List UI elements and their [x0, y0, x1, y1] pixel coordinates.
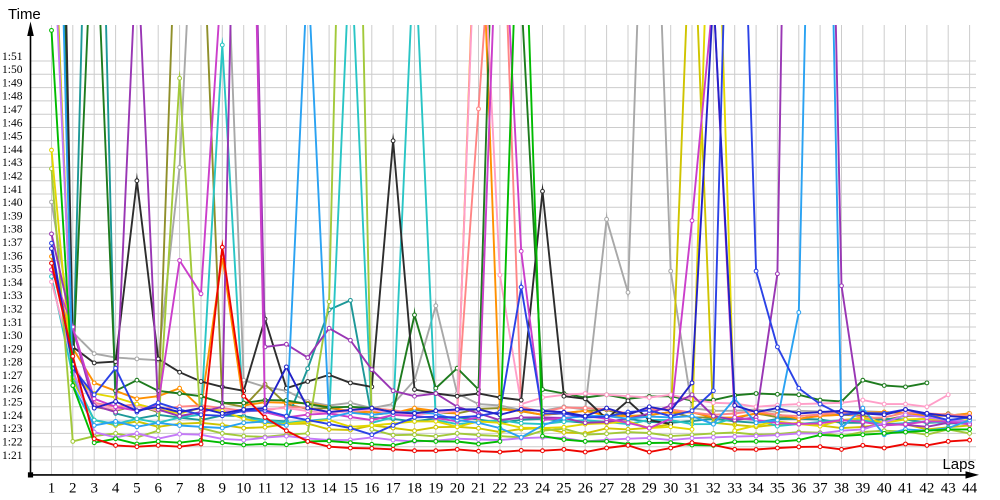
- svg-text:9: 9: [219, 481, 227, 497]
- svg-text:1:47: 1:47: [2, 104, 23, 116]
- svg-text:21: 21: [471, 481, 486, 497]
- svg-text:22: 22: [492, 481, 507, 497]
- svg-text:24: 24: [535, 481, 551, 497]
- svg-text:33: 33: [727, 481, 742, 497]
- svg-text:1:49: 1:49: [2, 77, 23, 89]
- svg-text:1:40: 1:40: [2, 197, 23, 209]
- svg-text:19: 19: [428, 481, 443, 497]
- svg-text:16: 16: [364, 481, 380, 497]
- svg-text:1:22: 1:22: [2, 437, 23, 449]
- svg-text:41: 41: [898, 481, 913, 497]
- svg-text:12: 12: [279, 481, 294, 497]
- svg-text:5: 5: [133, 481, 141, 497]
- svg-text:1:46: 1:46: [2, 117, 23, 129]
- svg-text:7: 7: [176, 481, 184, 497]
- svg-text:43: 43: [941, 481, 956, 497]
- svg-text:34: 34: [749, 481, 765, 497]
- svg-text:1:30: 1:30: [2, 330, 23, 342]
- svg-text:1:50: 1:50: [2, 64, 23, 76]
- svg-text:1:36: 1:36: [2, 250, 23, 262]
- svg-text:1:37: 1:37: [2, 237, 23, 249]
- svg-text:1:51: 1:51: [2, 51, 23, 63]
- svg-text:10: 10: [236, 481, 251, 497]
- svg-text:1: 1: [48, 481, 56, 497]
- svg-text:39: 39: [855, 481, 870, 497]
- svg-text:38: 38: [834, 481, 849, 497]
- svg-text:1:39: 1:39: [2, 210, 23, 222]
- svg-text:14: 14: [322, 481, 338, 497]
- svg-text:11: 11: [258, 481, 272, 497]
- svg-text:1:29: 1:29: [2, 343, 23, 355]
- svg-text:29: 29: [642, 481, 657, 497]
- svg-text:1:35: 1:35: [2, 264, 23, 276]
- svg-text:18: 18: [407, 481, 422, 497]
- svg-text:2: 2: [69, 481, 77, 497]
- svg-text:32: 32: [706, 481, 721, 497]
- svg-text:40: 40: [877, 481, 892, 497]
- svg-text:3: 3: [90, 481, 98, 497]
- svg-text:44: 44: [962, 481, 978, 497]
- svg-text:35: 35: [770, 481, 785, 497]
- svg-text:28: 28: [621, 481, 636, 497]
- svg-text:1:24: 1:24: [2, 410, 23, 422]
- svg-text:1:41: 1:41: [2, 184, 23, 196]
- svg-text:4: 4: [112, 481, 120, 497]
- svg-text:8: 8: [197, 481, 205, 497]
- svg-text:1:23: 1:23: [2, 423, 23, 435]
- svg-text:Time: Time: [8, 6, 41, 23]
- svg-text:1:34: 1:34: [2, 277, 23, 289]
- svg-text:27: 27: [599, 481, 615, 497]
- svg-text:Laps: Laps: [942, 456, 975, 473]
- svg-text:20: 20: [450, 481, 465, 497]
- svg-text:17: 17: [386, 481, 402, 497]
- svg-text:1:32: 1:32: [2, 304, 23, 316]
- svg-text:1:44: 1:44: [2, 144, 23, 156]
- svg-text:37: 37: [813, 481, 829, 497]
- svg-text:36: 36: [791, 481, 807, 497]
- svg-text:1:33: 1:33: [2, 290, 23, 302]
- svg-text:1:28: 1:28: [2, 357, 23, 369]
- svg-text:13: 13: [300, 481, 315, 497]
- svg-text:1:21: 1:21: [2, 450, 23, 462]
- svg-text:42: 42: [919, 481, 934, 497]
- svg-text:1:31: 1:31: [2, 317, 23, 329]
- svg-text:1:45: 1:45: [2, 131, 23, 143]
- svg-text:1:42: 1:42: [2, 171, 23, 183]
- svg-text:1:38: 1:38: [2, 224, 23, 236]
- svg-text:23: 23: [514, 481, 529, 497]
- svg-text:1:27: 1:27: [2, 370, 23, 382]
- svg-text:6: 6: [154, 481, 162, 497]
- svg-text:25: 25: [556, 481, 571, 497]
- svg-text:30: 30: [663, 481, 678, 497]
- svg-text:1:48: 1:48: [2, 91, 23, 103]
- svg-text:1:25: 1:25: [2, 397, 23, 409]
- svg-text:26: 26: [578, 481, 594, 497]
- svg-text:31: 31: [685, 481, 700, 497]
- svg-text:1:43: 1:43: [2, 157, 23, 169]
- svg-text:1:26: 1:26: [2, 383, 23, 395]
- svg-text:15: 15: [343, 481, 358, 497]
